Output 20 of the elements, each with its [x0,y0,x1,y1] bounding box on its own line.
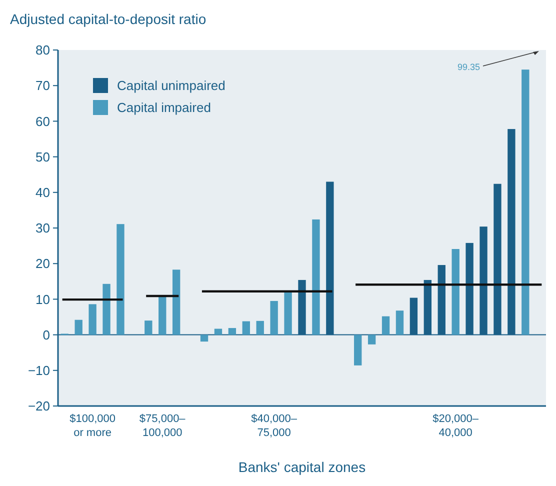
y-tick-label: −10 [28,362,50,378]
x-tick-label: $40,000– 75,000 [251,413,298,439]
annotation: 99.35 [457,62,480,72]
y-tick-label: 70 [36,78,50,94]
legend-label: Capital unimpaired [117,78,226,93]
x-tick-label: $100,000 or more [70,413,116,439]
y-tick-label: 30 [36,220,50,236]
y-tick-label: 20 [36,256,50,272]
y-tick-label: −20 [28,398,50,414]
x-tick-label: $75,000– 100,000 [139,413,186,439]
x-tick-label: $20,000– 40,000 [432,413,480,439]
y-tick-label: 0 [42,327,50,342]
y-tick-label: 40 [36,184,50,200]
y-tick-label: 50 [36,149,50,164]
y-tick-label: 10 [36,292,50,307]
y-tick-label: 60 [36,114,50,129]
legend-label: Capital impaired [117,100,211,115]
y-tick-label: 80 [36,42,50,58]
y-axis-title: Adjusted capital-to-deposit ratio [10,11,206,27]
x-axis-title: Banks' capital zones [238,459,366,475]
